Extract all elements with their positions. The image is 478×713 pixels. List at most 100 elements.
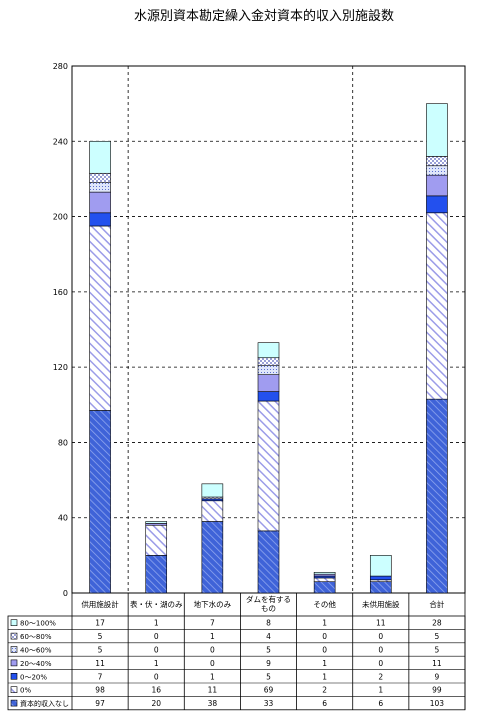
bar-segment (426, 195, 448, 214)
bar-segment (257, 530, 280, 594)
category-label: 地下水のみ (194, 599, 232, 609)
table-frame (7, 615, 466, 711)
bar-segment (257, 400, 280, 532)
bar-segment (369, 555, 392, 577)
table-cell: 0 (154, 646, 159, 655)
bar-segment (145, 524, 168, 556)
y-tick-label: 240 (53, 137, 68, 146)
table-cell: 1 (378, 686, 383, 695)
table-cell: 7 (210, 619, 215, 628)
bar-segment (89, 172, 111, 183)
table-cell: 1 (210, 672, 215, 681)
gridlines (72, 66, 465, 593)
bar-segment (313, 571, 336, 575)
legend-label: 60～80% (20, 633, 52, 641)
table-cell: 38 (208, 699, 218, 708)
data-table: 供用施設計 表・伏・湖のみ 地下水のみ ダムを有するもの その他 未供用施設 合計 80～10… (7, 593, 466, 711)
category-label: ダムを有するもの (246, 594, 291, 613)
bar-segment (89, 182, 111, 193)
table-cell: 2 (322, 686, 327, 695)
bars (89, 103, 448, 594)
bar-segment (426, 156, 448, 167)
table-cell: 11 (208, 686, 218, 695)
bar-segment (201, 521, 224, 594)
y-tick-label: 160 (53, 288, 68, 297)
table-cell: 69 (264, 686, 274, 695)
table-cell: 5 (266, 646, 271, 655)
bar-segment (369, 575, 392, 581)
table-cell: 1 (210, 632, 215, 641)
bar-segment (89, 212, 111, 227)
table-cell: 0 (378, 659, 383, 668)
chart-title: 水源別資本勘定繰入金対資本的収入別施設数 (134, 8, 394, 24)
y-tick-label: 200 (53, 213, 68, 222)
table-cell: 0 (322, 632, 327, 641)
legend-label: 資本的収入なし (20, 699, 69, 708)
bar-segment (313, 581, 336, 594)
table-cell: 11 (95, 659, 105, 668)
legend-key (10, 632, 18, 640)
y-tick-label: 40 (58, 514, 68, 523)
table-cell: 5 (98, 632, 103, 641)
y-axis: 0 40 80 120 160 200 240 280 (53, 62, 68, 598)
legend-label: 80～100% (20, 620, 56, 628)
table-cell: 0 (154, 672, 159, 681)
table-cell: 16 (151, 686, 161, 695)
table-cell: 0 (378, 632, 383, 641)
table-cell: 1 (322, 659, 327, 668)
legend-label: 20～40% (20, 660, 52, 668)
legend-key (10, 659, 18, 667)
legend-label: 0～20% (20, 673, 47, 681)
table-cell: 6 (322, 699, 327, 708)
table-cell: 2 (378, 672, 383, 681)
y-tick-label: 120 (53, 363, 68, 372)
bar-segment (426, 174, 448, 197)
table-cell: 6 (378, 699, 383, 708)
table-cell: 33 (264, 699, 274, 708)
table-cell: 9 (435, 672, 440, 681)
table-cell: 0 (210, 646, 215, 655)
category-label: 合計 (429, 599, 444, 609)
category-label: その他 (313, 599, 336, 609)
table-cell: 7 (98, 672, 103, 681)
bar-segment (426, 103, 448, 157)
table-cell: 4 (266, 632, 271, 641)
bar-segment (257, 391, 280, 402)
legend-label: 0% (20, 687, 31, 695)
legend-label: 40～60% (20, 647, 52, 655)
table-cell: 28 (432, 619, 442, 628)
table-cell: 1 (322, 672, 327, 681)
table-cell: 17 (95, 619, 105, 628)
bar-segment (426, 165, 448, 176)
table-cell: 5 (98, 646, 103, 655)
bar-segment (369, 581, 392, 594)
table-cell: 99 (432, 686, 442, 695)
table-cell: 103 (430, 699, 445, 708)
table-cell: 5 (435, 646, 440, 655)
bar-segment (201, 500, 224, 522)
legend-key (10, 672, 18, 680)
category-label: 未供用施設 (362, 599, 400, 609)
table-cell: 1 (154, 619, 159, 628)
bar-segment (89, 410, 111, 594)
bar-segment (89, 191, 111, 214)
table-cell: 0 (210, 659, 215, 668)
table-cell: 5 (266, 672, 271, 681)
bar-segment (201, 483, 224, 498)
bar-segment (145, 521, 168, 524)
table-cell: 1 (154, 659, 159, 668)
bar-segment (145, 555, 168, 594)
table-cell: 20 (151, 699, 161, 708)
table-cell: 11 (376, 619, 386, 628)
bar-segment (426, 212, 448, 400)
table-cell: 1 (322, 619, 327, 628)
bar-segment (313, 577, 336, 583)
bar-segment (89, 225, 111, 411)
category-label: 表・伏・湖のみ (130, 599, 183, 609)
bar-segment (257, 374, 280, 392)
legend-key (10, 619, 18, 627)
table-cell: 97 (95, 699, 105, 708)
bar-segment (257, 364, 280, 375)
legend-key (10, 699, 18, 707)
